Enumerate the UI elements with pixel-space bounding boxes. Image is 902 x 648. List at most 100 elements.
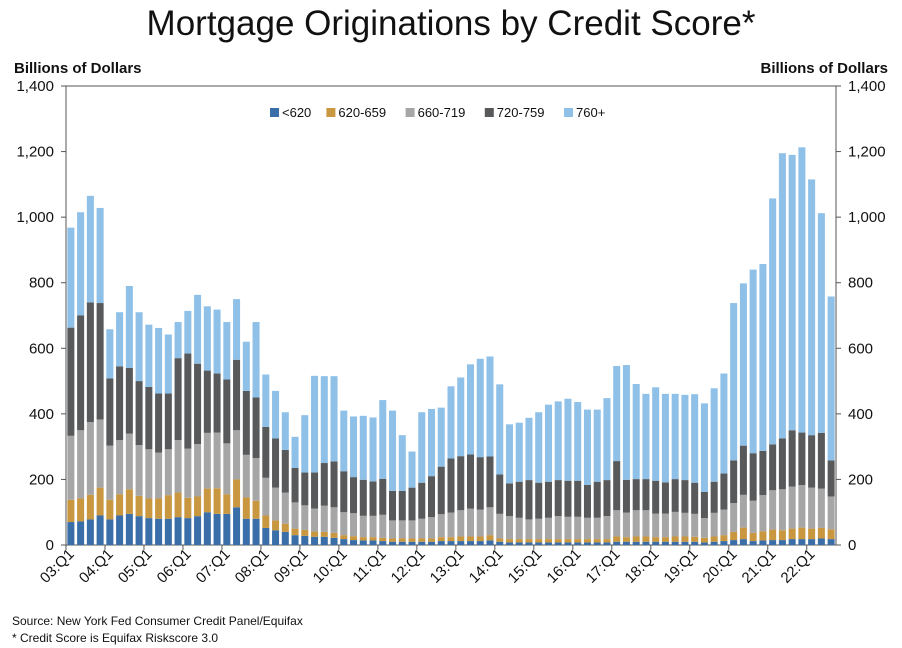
bar-segment [671,536,679,542]
bar-segment [155,452,163,499]
bar-segment [155,498,163,519]
bar-segment [661,537,669,542]
bar-segment [515,517,523,540]
bar-segment [233,299,241,360]
bar-segment [544,481,552,518]
y-tick-label-left: 1,400 [16,78,54,95]
bar-segment [759,264,767,451]
bar-segment [311,531,319,537]
bar-segment [184,448,192,498]
bar-segment [272,390,280,439]
x-tick-label: 03:Q1 [37,546,78,587]
bar-segment [437,514,445,538]
bar-segment [350,513,358,537]
bar-segment [466,454,474,509]
bar-segment [808,435,816,488]
legend-swatch [326,108,336,117]
bar-segment [681,512,689,537]
bar-segment [525,417,533,481]
x-tick-label: 05:Q1 [115,546,156,587]
bar-segment [457,541,465,545]
bar-segment [164,518,172,545]
bar-segment [194,363,202,445]
bar-segment [603,542,611,545]
bar-segment [194,294,202,364]
bar-segment [96,515,104,545]
bar-segment [759,495,767,532]
bar-segment [418,412,426,483]
bar-segment [671,479,679,512]
bar-segment [759,531,767,541]
bar-segment [213,488,221,514]
bar-segment [788,486,796,529]
bar-segment [272,530,280,545]
bar-segment [330,507,338,533]
bar-segment [769,198,777,445]
bar-segment [398,435,406,491]
bar-segment [174,322,182,359]
bar-segment [769,540,777,545]
bar-segment [359,515,367,538]
bar-segment [86,195,94,303]
bar-segment [174,517,182,545]
bar-segment [583,517,591,540]
bar-segment [769,529,777,541]
bar-segment [242,497,250,519]
bar-segment [603,398,611,481]
bar-segment [369,540,377,545]
bar-segment [798,485,806,528]
bar-segment [389,541,397,545]
bar-segment [720,473,728,510]
bar-segment [67,499,75,523]
bar-segment [564,539,572,543]
bar-segment [428,476,436,518]
bar-segment [223,443,231,495]
bar-segment [369,515,377,538]
bar-segment [223,379,231,444]
bar-segment [359,540,367,545]
bar-segment [535,482,543,519]
bar-segment [535,412,543,483]
bar-segment [691,541,699,545]
bar-segment [291,528,299,536]
y-tick-label-right: 1,400 [848,78,886,95]
bar-segment [622,537,630,542]
bar-segment [739,527,747,540]
x-tick-label: 21:Q1 [739,546,780,587]
bar-segment [252,458,260,501]
bar-segment [408,520,416,539]
bar-segment [437,537,445,542]
bar-segment [116,366,124,441]
bar-segment [106,445,114,500]
bar-segment [749,453,757,501]
bar-segment [213,373,221,433]
bar-segment [184,310,192,354]
bar-segment [496,384,504,475]
y-tick-label-right: 400 [848,406,873,423]
bar-segment [632,510,640,537]
bar-segment [827,296,835,461]
bar-segment [632,479,640,511]
bar-segment [447,541,455,545]
bar-segment [340,410,348,472]
bar-segment [203,512,211,545]
bar-segment [593,517,601,540]
bar-segment [788,528,796,540]
bar-segment [622,479,630,513]
bar-segment [778,438,786,490]
bar-segment [389,410,397,491]
x-tick-label: 18:Q1 [622,546,663,587]
bar-segment [233,430,241,480]
bar-segment [77,212,85,316]
x-tick-label: 12:Q1 [388,546,429,587]
bar-segment [652,480,660,514]
x-tick-label: 14:Q1 [466,546,507,587]
bar-segment [632,541,640,545]
bar-segment [583,485,591,518]
bar-segment [496,538,504,542]
bar-segment [194,516,202,545]
bar-segment [311,375,319,473]
bar-segment [681,536,689,542]
bar-segment [535,542,543,545]
y-tick-label-left: 600 [29,340,54,357]
